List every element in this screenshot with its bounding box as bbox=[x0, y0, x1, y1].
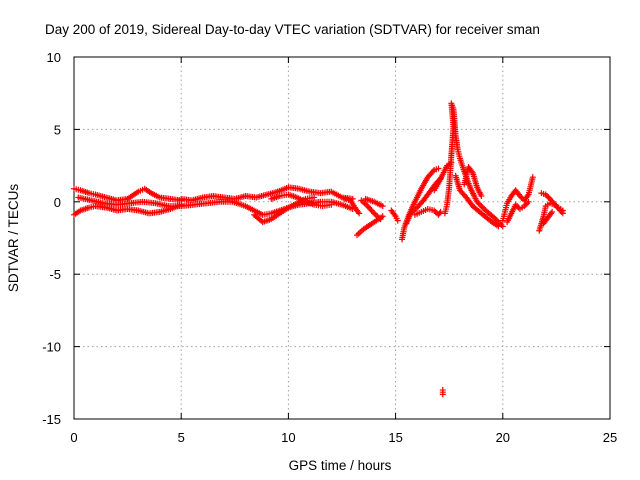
data-point bbox=[379, 203, 386, 210]
y-tick-label: -5 bbox=[49, 267, 61, 282]
data-point bbox=[435, 165, 442, 172]
data-point bbox=[529, 174, 536, 181]
x-tick-label: 25 bbox=[603, 430, 617, 445]
x-axis-label: GPS time / hours bbox=[289, 458, 392, 473]
x-tick-label: 20 bbox=[496, 430, 510, 445]
data-point bbox=[328, 201, 335, 208]
axis-ticks bbox=[73, 56, 611, 420]
data-point bbox=[311, 194, 318, 201]
data-point bbox=[476, 201, 483, 208]
data-point bbox=[545, 194, 552, 201]
y-tick-label: 0 bbox=[54, 195, 61, 210]
chart-title: Day 200 of 2019, Sidereal Day-to-day VTE… bbox=[45, 22, 540, 37]
grid bbox=[74, 57, 610, 419]
y-tick-label: -10 bbox=[42, 340, 61, 355]
tick-labels: 0 5 10 15 20 25 -15 -10 -5 0 5 10 bbox=[42, 50, 617, 445]
data-point bbox=[478, 203, 485, 210]
data-point bbox=[549, 208, 556, 215]
x-tick-label: 5 bbox=[178, 430, 185, 445]
data-point bbox=[559, 210, 566, 217]
x-tick-label: 15 bbox=[388, 430, 402, 445]
y-tick-label: 5 bbox=[54, 122, 61, 137]
data-point bbox=[356, 210, 363, 217]
data-point bbox=[525, 198, 532, 205]
data-point bbox=[478, 193, 485, 200]
data-point bbox=[495, 223, 502, 230]
y-tick-label: 10 bbox=[47, 50, 61, 65]
data-point bbox=[377, 216, 384, 223]
data-point bbox=[522, 201, 529, 208]
data-point bbox=[479, 204, 486, 211]
y-tick-label: -15 bbox=[42, 412, 61, 427]
data-points bbox=[71, 100, 566, 398]
plot-frame bbox=[73, 56, 611, 420]
data-point bbox=[439, 387, 446, 394]
x-tick-label: 10 bbox=[281, 430, 295, 445]
data-point bbox=[437, 208, 444, 215]
y-axis-label: SDTVAR / TECUs bbox=[6, 184, 21, 293]
x-tick-label: 0 bbox=[70, 430, 77, 445]
data-point bbox=[394, 217, 401, 224]
